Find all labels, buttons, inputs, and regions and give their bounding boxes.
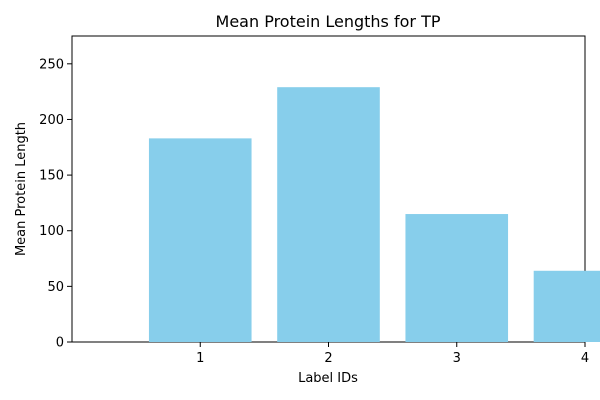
y-tick-label: 50 <box>47 280 64 295</box>
y-tick-label: 100 <box>39 224 64 239</box>
y-tick-label: 250 <box>39 57 64 72</box>
bar-3 <box>405 214 509 342</box>
bars-group <box>148 87 600 342</box>
x-tick-label: 2 <box>324 351 332 366</box>
x-tick-label: 3 <box>453 351 461 366</box>
y-axis-label: Mean Protein Length <box>14 122 29 256</box>
bar-4 <box>533 270 600 342</box>
chart-title: Mean Protein Lengths for TP <box>216 12 441 31</box>
y-tick-label: 200 <box>39 113 64 128</box>
bar-1 <box>148 138 252 342</box>
x-tick-label: 1 <box>196 351 204 366</box>
plot-area: 0 50 100 150 200 250 1 2 3 4 <box>39 35 600 366</box>
bar-2 <box>277 87 380 342</box>
x-axis-label: Label IDs <box>298 371 358 386</box>
x-tick-label: 4 <box>581 351 589 366</box>
x-axis-ticks: 1 2 3 4 <box>196 342 589 366</box>
y-tick-label: 150 <box>39 169 64 184</box>
y-tick-label: 0 <box>56 336 64 351</box>
y-axis-ticks: 0 50 100 150 200 250 <box>39 57 72 351</box>
